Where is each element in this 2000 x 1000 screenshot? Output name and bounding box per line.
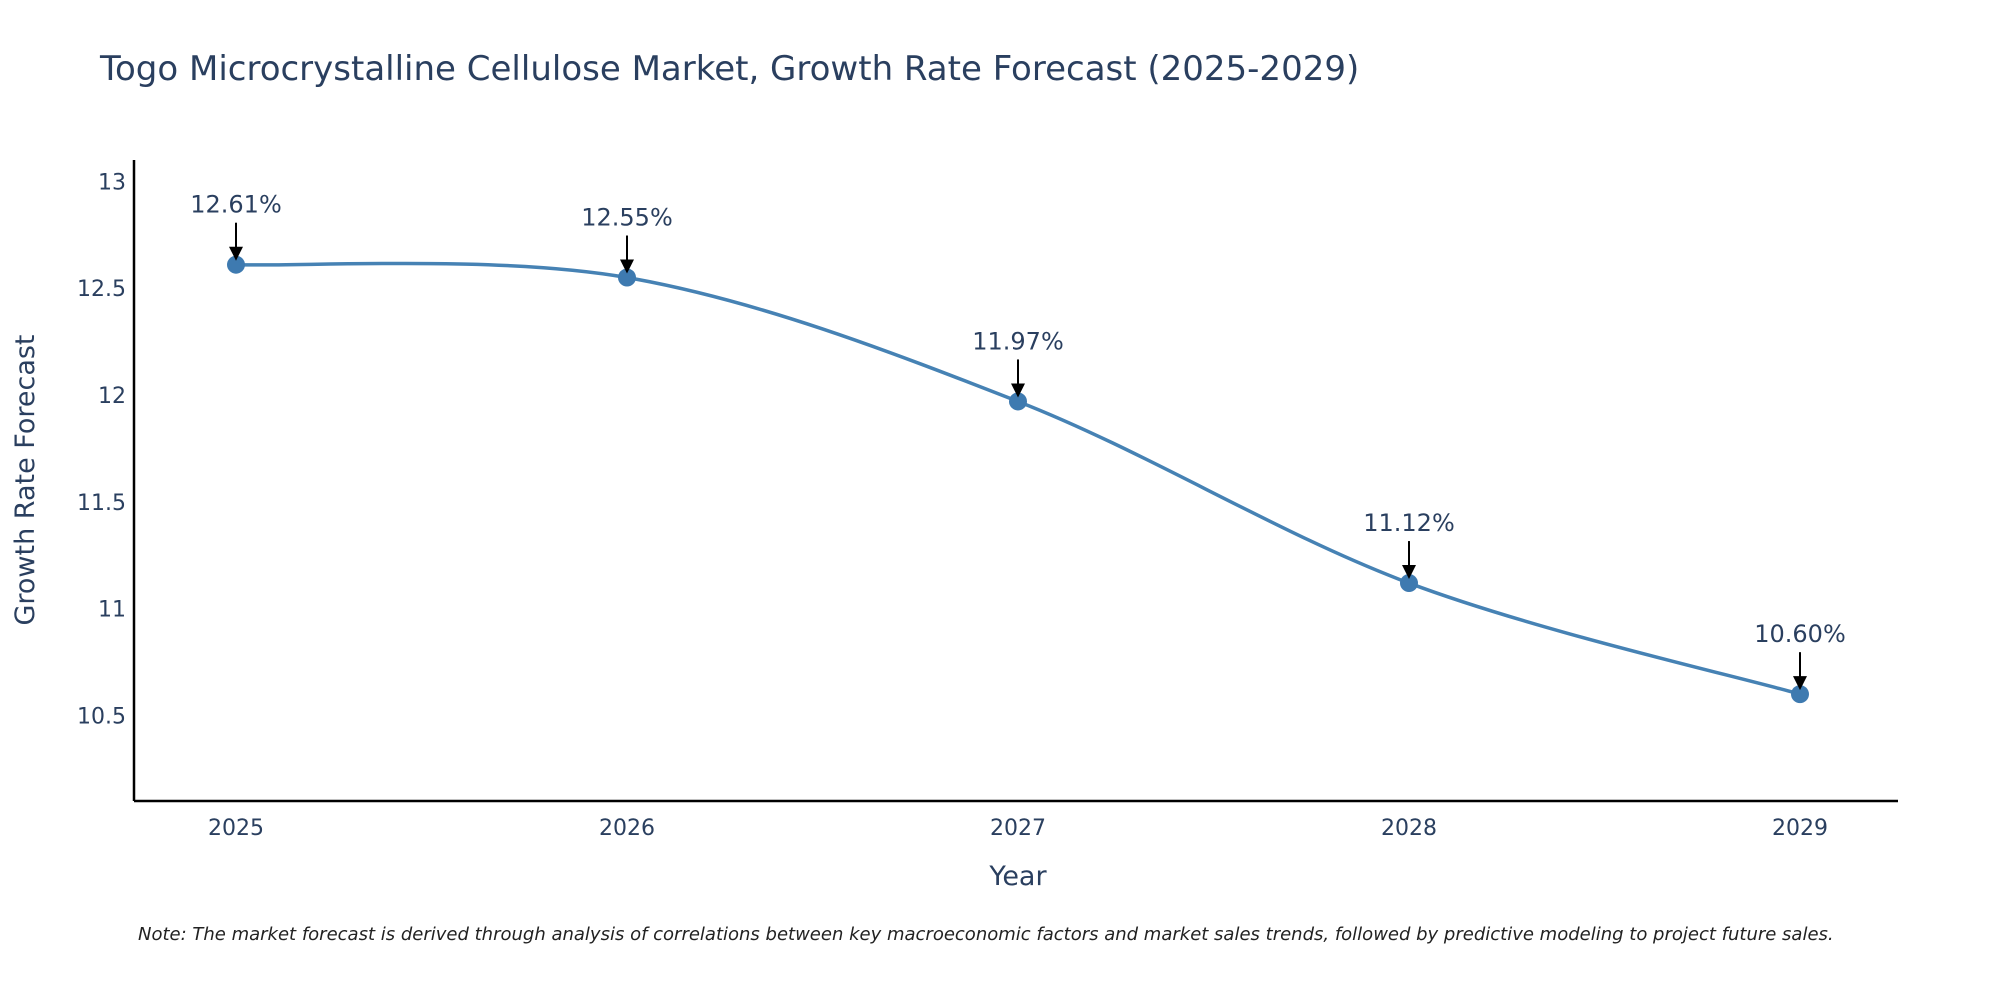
data-label: 12.55% xyxy=(581,204,673,232)
x-axis-ticks: 2025 2026 2027 2028 2029 xyxy=(208,816,1828,841)
data-label-annotations: 12.61% 12.55% 11.97% 11.12% 10.60% xyxy=(190,191,1846,691)
annotation-arrow-head xyxy=(1793,676,1807,691)
annotation-arrow-head xyxy=(620,259,634,274)
data-point-marker xyxy=(1791,685,1809,704)
y-tick-label: 12.5 xyxy=(77,277,126,302)
x-tick-label: 2028 xyxy=(1381,816,1437,841)
data-label: 11.97% xyxy=(972,327,1064,355)
annotation-arrow-head xyxy=(229,246,243,261)
data-point-marker xyxy=(618,268,636,287)
data-label: 11.12% xyxy=(1363,509,1455,537)
series-markers xyxy=(227,255,1809,704)
data-point-marker xyxy=(1400,574,1418,593)
x-tick-label: 2029 xyxy=(1772,816,1828,841)
annotation-arrow-head xyxy=(1402,565,1416,580)
data-label: 10.60% xyxy=(1754,620,1846,648)
x-axis-title: Year xyxy=(988,861,1047,892)
y-tick-label: 11 xyxy=(98,598,126,623)
y-axis-ticks: 10.5 11 11.5 12 12.5 13 xyxy=(77,170,126,729)
x-tick-label: 2026 xyxy=(599,816,655,841)
y-tick-label: 12 xyxy=(98,384,126,409)
annotation-arrow-head xyxy=(1011,383,1025,398)
data-label: 12.61% xyxy=(190,191,282,219)
data-point-marker xyxy=(227,255,245,274)
x-tick-label: 2027 xyxy=(990,816,1046,841)
data-point-marker xyxy=(1009,392,1027,411)
y-axis-title: Growth Rate Forecast xyxy=(10,334,41,625)
y-tick-label: 13 xyxy=(98,170,126,195)
y-tick-label: 11.5 xyxy=(77,491,126,516)
x-tick-label: 2025 xyxy=(208,816,264,841)
chart-note: Note: The market forecast is derived thr… xyxy=(138,924,1834,945)
chart-title: Togo Microcrystalline Cellulose Market, … xyxy=(99,49,1359,89)
y-tick-label: 10.5 xyxy=(77,705,126,730)
